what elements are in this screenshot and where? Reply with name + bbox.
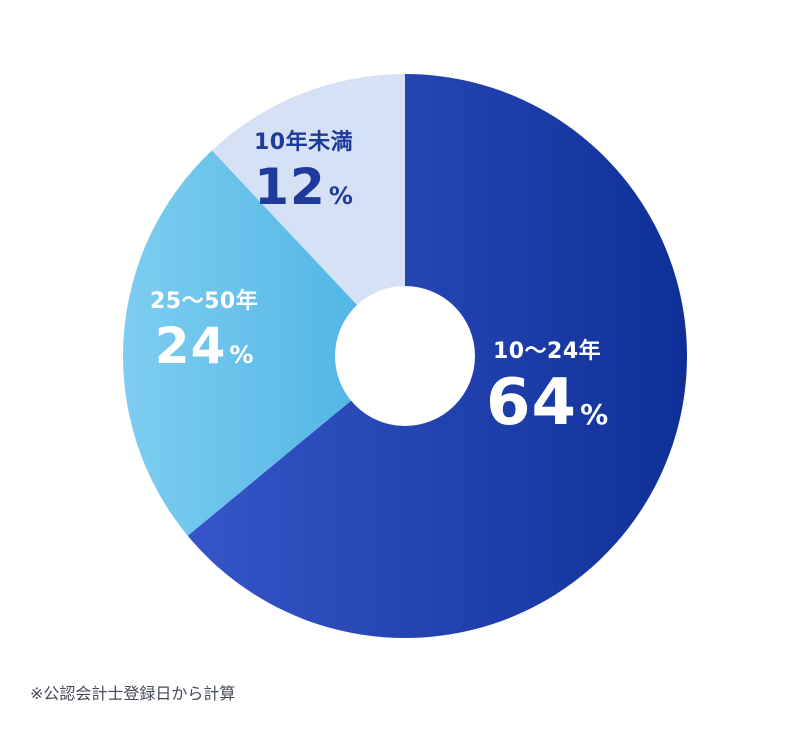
- footnote: ※公認会計士登録日から計算: [30, 684, 236, 703]
- percent-unit: %: [580, 398, 609, 431]
- donut-hole: [335, 286, 475, 426]
- slice-label-10-24: 10〜24年 64%: [486, 339, 608, 436]
- category-label: 25〜50年: [150, 289, 259, 314]
- category-label: 10〜24年: [492, 339, 602, 364]
- percent-unit: %: [229, 341, 254, 369]
- slice-25-50-years: [123, 150, 406, 536]
- slice-label-under-10: 10年未満 12%: [254, 130, 354, 213]
- data-label-value: 64: [486, 366, 578, 440]
- percentage-value: 12%: [254, 162, 353, 212]
- slice-label-25-50: 25〜50年 24%: [150, 289, 259, 372]
- data-label-value: 12: [254, 158, 326, 216]
- slice-under-10-years: [211, 74, 405, 356]
- percentage-value: 24%: [150, 321, 258, 371]
- category-label: 10年未満: [254, 130, 354, 155]
- percent-unit: %: [328, 182, 353, 210]
- data-label-value: 24: [154, 317, 227, 375]
- percentage-value: 64%: [486, 371, 608, 435]
